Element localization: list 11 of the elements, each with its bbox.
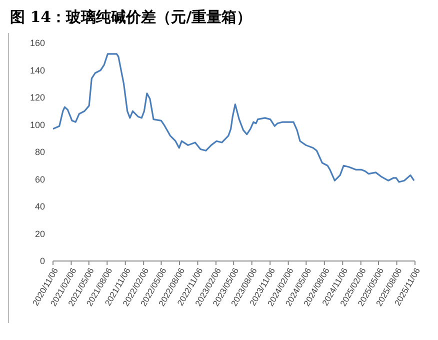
line-series [53,53,415,183]
y-tick-label: 60 [34,174,45,184]
y-tick-label: 40 [34,202,45,212]
chart-title: 图 14：玻璃纯碱价差（元/重量箱） [10,8,253,27]
y-tick-label: 0 [40,256,45,266]
y-tick-label: 160 [30,38,45,48]
y-tick-label: 80 [34,147,45,158]
y-tick-label: 120 [30,92,45,103]
y-tick-label: 140 [30,65,45,76]
y-tick-label: 100 [30,120,45,130]
y-tick-label: 20 [34,228,45,239]
